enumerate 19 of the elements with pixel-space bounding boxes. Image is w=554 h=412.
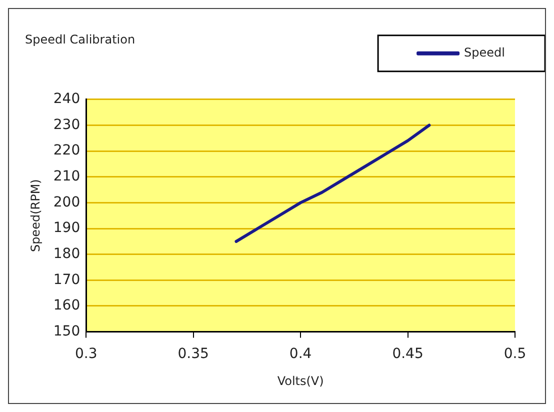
legend-label: Speedl — [464, 46, 505, 60]
y-tick-label: 150 — [53, 323, 80, 340]
y-tick-label: 160 — [53, 298, 80, 314]
chart-title: Speedl Calibration — [25, 32, 136, 46]
y-tick-label: 200 — [53, 194, 80, 210]
y-tick-label: 210 — [53, 168, 80, 185]
x-tick-label: 0.5 — [504, 346, 526, 362]
y-tick-label: 220 — [53, 142, 80, 159]
x-tick-label: 0.3 — [74, 346, 98, 362]
x-axis-title: Volts(V) — [277, 374, 324, 388]
y-axis-title: Speed(RPM) — [28, 179, 42, 252]
y-tick-label: 240 — [53, 91, 80, 108]
y-tick-label: 170 — [53, 272, 80, 288]
x-tick-label: 0.45 — [392, 346, 424, 362]
x-tick-label: 0.4 — [289, 346, 312, 362]
x-tick-label: 0.35 — [178, 346, 209, 362]
y-tick-label: 230 — [53, 116, 80, 133]
y-tick-label: 180 — [53, 246, 80, 262]
y-tick-label: 190 — [53, 220, 80, 236]
